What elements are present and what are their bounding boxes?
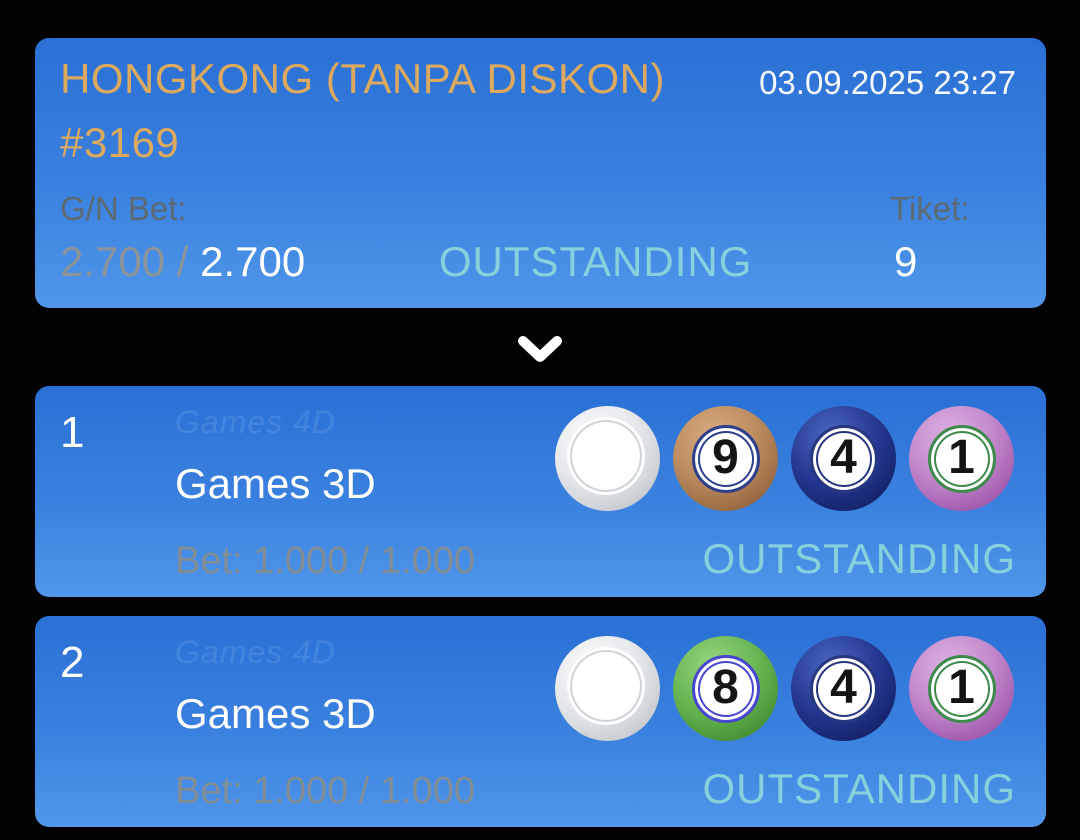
chevron-down-icon <box>517 335 563 370</box>
ball-number: 1 <box>948 430 975 484</box>
lottery-ball-icon: 4 <box>791 636 896 741</box>
bet-amount: Bet: 1.000 / 1.000 <box>175 540 476 582</box>
number-balls-group: 8 4 1 <box>555 636 1014 741</box>
number-balls-group: 9 4 1 <box>555 406 1014 511</box>
ticket-status-badge: OUTSTANDING <box>438 238 753 285</box>
ticket-summary-card[interactable]: HONGKONG (TANPA DISKON) #3169 03.09.2025… <box>35 38 1046 308</box>
tiket-count: 9 <box>893 238 918 285</box>
ball-number: 8 <box>712 660 739 714</box>
ball-number: 4 <box>830 430 857 484</box>
lottery-ball-icon: 8 <box>673 636 778 741</box>
ball-number: 4 <box>830 660 857 714</box>
expand-collapse-button[interactable] <box>0 326 1080 378</box>
bet-status-badge: OUTSTANDING <box>702 535 1016 582</box>
bet-row-main: 2 Games 4D Games 3D 8 4 1 <box>60 634 1016 741</box>
bet-row-footer: Bet: 1.000 / 1.000 OUTSTANDING <box>175 765 1016 813</box>
ball-number: 9 <box>712 430 739 484</box>
lottery-ball-icon: 1 <box>909 636 1014 741</box>
lottery-ball-icon: 4 <box>791 406 896 511</box>
bet-amount: Bet: 1.000 / 1.000 <box>175 770 476 812</box>
bet-row-card[interactable]: 2 Games 4D Games 3D 8 4 1 B <box>35 616 1046 827</box>
game-info: Games 4D Games 3D <box>175 634 376 738</box>
row-number: 2 <box>60 638 85 687</box>
gross-bet-value: 2.700 / <box>60 238 189 285</box>
ball-number: 1 <box>948 660 975 714</box>
lottery-ball-blank-icon <box>555 406 660 511</box>
bet-row-card[interactable]: 1 Games 4D Games 3D 9 4 1 B <box>35 386 1046 597</box>
ticket-labels-row: G/N Bet: Tiket: <box>60 190 1016 228</box>
lottery-ball-icon: 1 <box>909 406 1014 511</box>
tiket-label: Tiket: <box>890 190 970 227</box>
game-info: Games 4D Games 3D <box>175 404 376 508</box>
lottery-ball-blank-icon <box>555 636 660 741</box>
round-number: #3169 <box>60 119 180 166</box>
game-name: Games 3D <box>175 690 376 737</box>
ticket-datetime: 03.09.2025 23:27 <box>759 64 1016 101</box>
ticket-values-row: 2.700 / 2.700 OUTSTANDING 9 <box>60 238 1016 286</box>
bet-status-badge: OUTSTANDING <box>702 765 1016 812</box>
net-bet-value: 2.700 <box>200 238 306 285</box>
gn-bet-values: 2.700 / 2.700 <box>60 238 305 286</box>
game-name: Games 3D <box>175 460 376 507</box>
ticket-title-block: HONGKONG (TANPA DISKON) #3169 <box>60 58 665 164</box>
lottery-ball-icon: 9 <box>673 406 778 511</box>
game-type-watermark: Games 4D <box>175 404 336 440</box>
game-type-watermark: Games 4D <box>175 634 336 670</box>
bet-row-main: 1 Games 4D Games 3D 9 4 1 <box>60 404 1016 511</box>
row-number: 1 <box>60 408 85 457</box>
bet-row-footer: Bet: 1.000 / 1.000 OUTSTANDING <box>175 535 1016 583</box>
gn-bet-label: G/N Bet: <box>60 190 187 227</box>
market-title: HONGKONG (TANPA DISKON) <box>60 55 665 102</box>
ticket-header-row: HONGKONG (TANPA DISKON) #3169 03.09.2025… <box>60 58 1016 164</box>
